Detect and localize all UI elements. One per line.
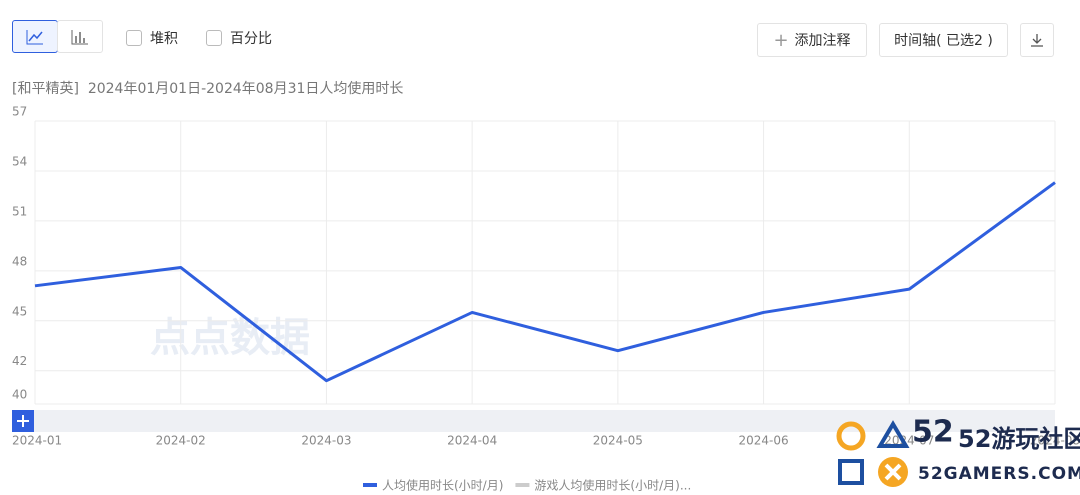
legend-label: 人均使用时长(小时/月) bbox=[382, 478, 503, 493]
download-button[interactable] bbox=[1020, 23, 1054, 57]
y-tick-label: 57 bbox=[12, 105, 27, 119]
plus-icon: + bbox=[773, 29, 789, 51]
brand-name: 52游玩社区 bbox=[958, 425, 1080, 453]
chart-subtitle: [和平精英] 2024年01月01日-2024年08月31日人均使用时长 bbox=[12, 81, 404, 97]
x-tick-label: 2024-01 bbox=[12, 434, 62, 448]
x-tick-label: 2024-08 bbox=[1030, 434, 1080, 448]
logo-ring bbox=[836, 421, 866, 451]
percent-label: 百分比 bbox=[230, 31, 272, 47]
line-series bbox=[34, 181, 1056, 383]
y-tick-label: 48 bbox=[12, 254, 27, 268]
watermark-text: 点点数据 bbox=[150, 315, 310, 361]
zoom-plus bbox=[17, 415, 29, 427]
line-mode-button[interactable] bbox=[12, 20, 58, 53]
x-tick-label: 2024-03 bbox=[301, 434, 351, 448]
annotate-label: 添加注释 bbox=[794, 33, 851, 49]
x-tick-label: 2024-06 bbox=[739, 434, 789, 448]
legend-swatch bbox=[515, 483, 530, 487]
legend-label: 游戏人均使用时长(小时/月)... bbox=[534, 478, 691, 493]
x-tick-label: 2024-05 bbox=[593, 434, 643, 448]
percent-checkbox[interactable]: 百分比 bbox=[206, 28, 272, 48]
legend-swatch bbox=[363, 483, 377, 487]
scrollbar[interactable] bbox=[12, 410, 1055, 432]
brand-badge: 52 bbox=[912, 415, 954, 450]
y-tick-label: 54 bbox=[12, 154, 27, 168]
bar-icon bbox=[71, 29, 88, 44]
x-tick-label: 2024-04 bbox=[447, 434, 497, 448]
logo-cross bbox=[884, 463, 902, 481]
logo-square bbox=[838, 459, 864, 485]
x-tick-label: 2024-02 bbox=[156, 434, 206, 448]
download-icon bbox=[1031, 34, 1043, 47]
y-tick-label: 45 bbox=[12, 304, 27, 318]
annotate-button[interactable]: + 添加注释 bbox=[757, 23, 867, 57]
line-icon bbox=[26, 29, 43, 44]
y-tick-label: 40 bbox=[12, 388, 27, 402]
stack-label: 堆积 bbox=[150, 31, 178, 47]
timeline-label: 时间轴( 已选2 ) bbox=[894, 33, 993, 49]
logo-triangle bbox=[876, 420, 910, 448]
y-tick-label: 51 bbox=[12, 204, 27, 218]
brand-site: 52GAMERS.COM bbox=[918, 464, 1080, 484]
timeline-button[interactable]: 时间轴( 已选2 ) bbox=[879, 23, 1008, 57]
y-tick-label: 42 bbox=[12, 354, 27, 368]
bar-mode-button[interactable] bbox=[57, 20, 103, 53]
stack-checkbox[interactable]: 堆积 bbox=[126, 28, 178, 48]
